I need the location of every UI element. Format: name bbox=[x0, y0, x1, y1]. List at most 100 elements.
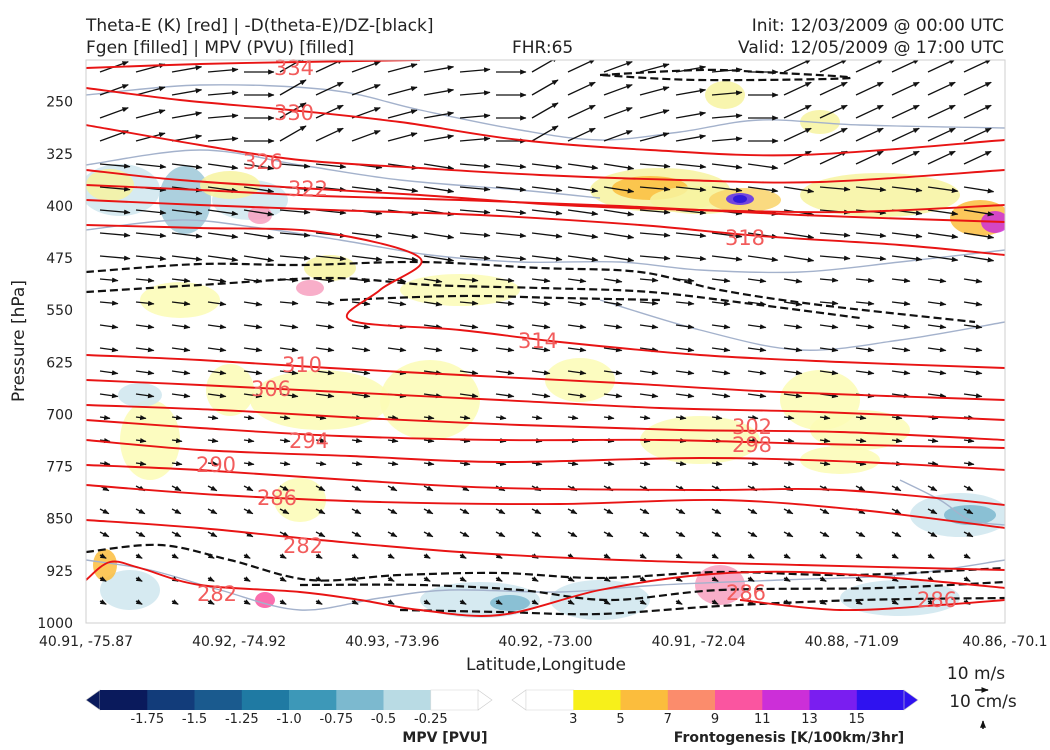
x-tick-label: 40.86, -70.1 bbox=[962, 634, 1047, 650]
theta-e-label: 322 bbox=[288, 177, 328, 201]
wind-vector bbox=[891, 531, 902, 538]
wind-vector bbox=[99, 438, 111, 444]
wind-vector bbox=[351, 461, 363, 467]
wind-vector bbox=[279, 508, 290, 515]
wind-vector bbox=[711, 531, 722, 538]
wind-vector bbox=[567, 301, 587, 307]
wind-vector bbox=[963, 209, 995, 217]
wind-vector bbox=[927, 531, 938, 538]
wind-vector bbox=[603, 301, 623, 307]
wind-vector bbox=[567, 209, 599, 216]
theta-e-contour-labels: 3343303263223183143103063022982942902862… bbox=[196, 56, 957, 612]
colorbar-segment bbox=[762, 690, 811, 710]
wind-vector bbox=[855, 186, 887, 193]
wind-vector bbox=[171, 277, 191, 284]
wind-vector bbox=[639, 209, 671, 215]
wind-vector bbox=[207, 531, 218, 538]
wind-vector bbox=[99, 232, 131, 238]
wind-vector bbox=[747, 255, 779, 262]
filled-contour-region bbox=[206, 364, 254, 416]
wind-vector bbox=[783, 127, 812, 142]
filled-contour-region bbox=[733, 195, 747, 203]
wind-vector bbox=[603, 84, 633, 96]
wind-vector bbox=[207, 553, 215, 559]
wind-vector bbox=[207, 67, 239, 73]
wind-vector bbox=[675, 255, 707, 262]
theta-e-contour bbox=[86, 184, 1005, 223]
colorbar-segment bbox=[383, 690, 432, 710]
wind-vector bbox=[135, 599, 143, 605]
wind-vector bbox=[171, 255, 203, 262]
theta-e-contour bbox=[86, 484, 1005, 529]
wind-vector bbox=[531, 393, 551, 399]
wind-vector bbox=[819, 300, 839, 306]
wind-vector bbox=[711, 232, 743, 239]
wind-vector bbox=[603, 393, 623, 399]
wind-vector bbox=[639, 255, 671, 261]
wind-vector bbox=[387, 485, 398, 492]
wind-vector bbox=[963, 576, 971, 582]
wind-vector bbox=[711, 163, 743, 170]
mpv-contour-line bbox=[899, 479, 1005, 526]
wind-vector bbox=[531, 324, 551, 330]
wind-vector bbox=[891, 127, 920, 142]
theta-e-contour bbox=[86, 439, 1005, 471]
wind-vector bbox=[747, 508, 758, 515]
wind-vector bbox=[747, 461, 759, 467]
wind-vector bbox=[459, 461, 471, 467]
wind-vector bbox=[855, 461, 867, 467]
wind-vector bbox=[855, 150, 884, 165]
wind-vector bbox=[495, 209, 527, 216]
wind-vector bbox=[675, 134, 707, 142]
wind-vector bbox=[351, 485, 362, 492]
wind-vector bbox=[963, 553, 971, 559]
wind-vector bbox=[279, 370, 299, 376]
wind-vector bbox=[387, 508, 398, 515]
wind-vector bbox=[711, 370, 731, 376]
wind-vector bbox=[927, 370, 947, 376]
wind-vector bbox=[891, 438, 903, 444]
wind-vector bbox=[963, 127, 992, 142]
wind-vector bbox=[279, 415, 291, 421]
wind-vector bbox=[207, 186, 239, 193]
wind-vector bbox=[783, 255, 815, 263]
wind-vector bbox=[639, 132, 670, 142]
wind-vector bbox=[459, 209, 491, 215]
wind-vector bbox=[567, 81, 596, 96]
wind-vector bbox=[171, 300, 191, 307]
colorbar-segment bbox=[667, 690, 716, 710]
x-tick-label: 40.91, -72.04 bbox=[652, 634, 746, 650]
wind-vector bbox=[423, 111, 455, 119]
theta-e-label: 314 bbox=[518, 329, 558, 353]
wind-vector bbox=[891, 599, 899, 605]
wind-vector bbox=[459, 136, 491, 142]
wind-vector bbox=[279, 79, 307, 96]
wind-vector bbox=[639, 508, 650, 515]
wind-vector bbox=[783, 370, 803, 376]
wind-vector bbox=[459, 508, 470, 515]
wind-vector bbox=[603, 576, 611, 582]
wind-vector bbox=[135, 553, 143, 559]
wind-vector bbox=[351, 232, 383, 239]
wind-vector bbox=[171, 111, 203, 119]
wind-vector bbox=[531, 277, 551, 284]
wind-vector bbox=[639, 553, 647, 559]
wind-quiver-key: 10 m/s bbox=[947, 664, 1005, 684]
wind-vector bbox=[963, 255, 995, 263]
colorbar-segment bbox=[715, 690, 763, 710]
wind-vector bbox=[99, 255, 131, 261]
wind-vector bbox=[495, 370, 515, 376]
wind-vector bbox=[783, 278, 803, 284]
colorbar-segment bbox=[809, 690, 858, 710]
wind-vector bbox=[855, 232, 887, 239]
filled-contour-region bbox=[140, 282, 220, 318]
wind-vector bbox=[387, 461, 399, 467]
wind-vector bbox=[639, 370, 659, 376]
colorbar-tick-label: 7 bbox=[664, 712, 672, 727]
wind-vector bbox=[711, 90, 743, 96]
wind-vector bbox=[315, 300, 335, 306]
wind-vector bbox=[423, 576, 431, 582]
wind-vector bbox=[855, 576, 863, 582]
wind-vector bbox=[243, 438, 255, 444]
wind-vector bbox=[351, 599, 359, 605]
